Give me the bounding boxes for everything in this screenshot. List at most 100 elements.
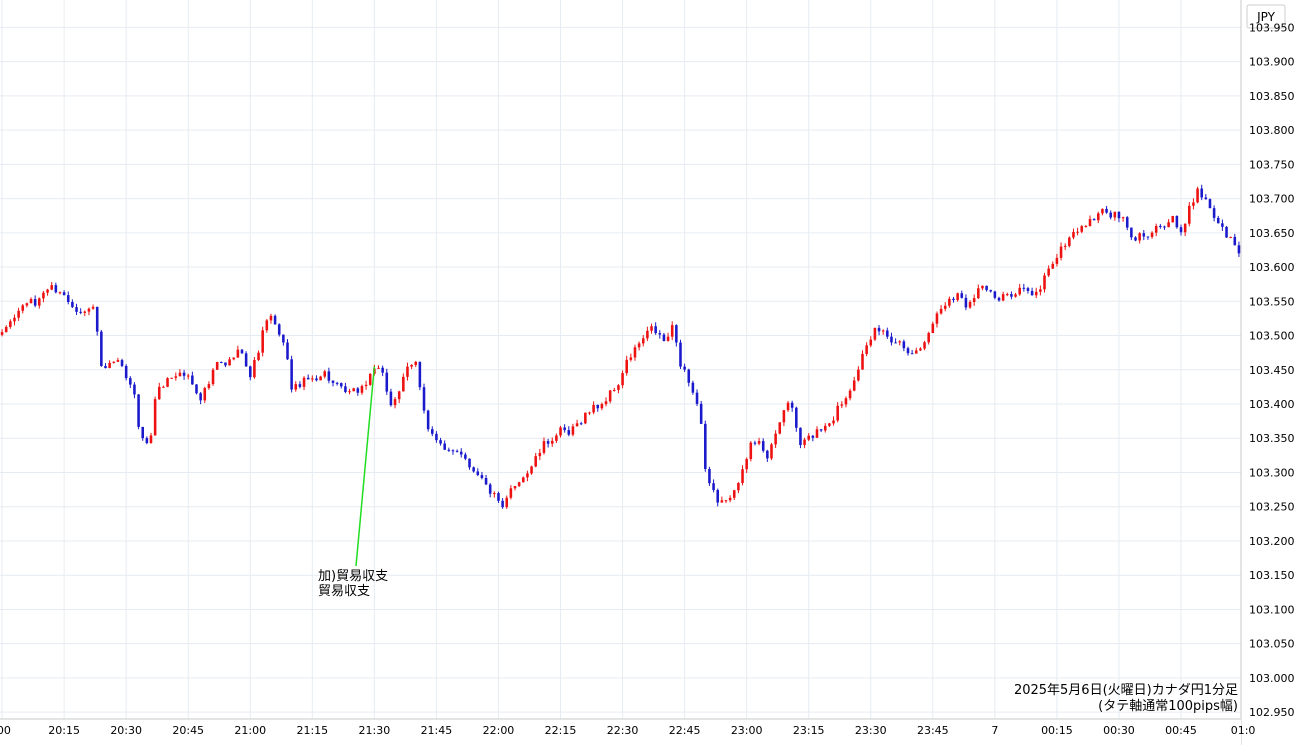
candle-body [774,433,777,445]
candle-body [1204,197,1208,200]
candle [1072,228,1075,240]
candle [546,438,550,448]
candle [344,382,347,394]
candle-body [546,441,550,444]
candle-body [112,361,116,363]
candle-body [447,449,451,451]
candle [211,367,215,386]
candle-body [141,426,144,439]
candle-body [95,306,99,332]
candle-body [977,288,980,299]
candle-body [1163,226,1166,228]
candle [737,482,740,494]
candle [397,390,401,404]
candle [265,318,269,333]
candle [302,376,306,391]
candle [1005,292,1009,297]
candle [315,375,318,382]
candle [670,321,674,341]
candle-body [724,500,728,502]
candle [149,432,153,444]
candle [4,325,8,333]
candle [95,306,99,336]
candle-body [29,299,33,304]
candle [1080,225,1084,234]
candle [704,420,707,472]
y-tick-label: 102.950 [1249,706,1295,719]
candle [848,388,852,401]
candle-body [385,372,389,392]
candle-body [902,341,906,349]
candle-body [799,427,802,446]
candle [956,292,959,302]
candle [985,285,988,292]
candle-body [604,401,608,405]
candle [129,376,132,388]
candle-body [803,439,806,446]
candle-body [422,387,426,411]
candle [443,440,446,451]
candle-body [1014,294,1017,297]
candle [459,448,463,458]
candle [335,381,339,386]
candle [1039,285,1042,296]
candle-body [186,375,190,377]
candle [1014,292,1017,298]
candle [641,335,645,347]
candle-body [956,293,959,301]
candle [1134,236,1137,242]
candle [861,350,864,370]
candle-body [782,410,786,423]
candle-body [1084,226,1088,228]
candle-body [497,493,500,501]
candle-body [757,441,761,444]
candle-body [100,331,103,366]
caption-layer: 2025年5月6日(火曜日)カナダ円1分足 (タテ軸通常100pips幅) [1014,683,1238,714]
candle [997,296,1001,302]
candle [621,370,624,389]
candle-body [1150,232,1154,237]
candle [377,365,380,369]
candle [919,347,922,351]
candle [828,422,831,428]
candle-body [952,298,955,301]
candle [608,389,612,404]
candle-body [9,321,12,327]
x-tick-label: 20:15 [48,724,80,737]
candle [244,351,248,367]
candle [356,387,360,396]
candle [778,422,782,435]
candle [604,397,608,407]
candle-body [621,373,624,386]
candle [939,305,943,315]
candle [852,376,856,392]
candle [989,289,993,293]
candle [273,314,277,325]
candle [881,329,885,335]
candle [174,372,178,381]
candle [501,498,504,509]
candle [782,409,786,427]
chart-caption-line1: 2025年5月6日(火曜日)カナダ円1分足 [1014,683,1238,698]
candle-body [600,404,604,409]
candle-body [1121,217,1125,219]
candle-body [906,348,910,354]
candle-body [1088,219,1092,227]
x-tick-label: 20:30 [110,724,142,737]
candle [472,466,475,473]
candle [1121,216,1125,222]
candle [339,382,343,389]
candle-body [993,291,997,298]
candle-body [195,384,198,394]
candle [927,331,930,345]
candle-body [1237,245,1241,254]
candle [25,302,29,308]
candle [600,402,604,411]
candle [687,368,691,387]
candle [691,380,695,395]
candle-body [377,367,380,369]
candle [811,435,815,442]
candle [509,485,513,500]
